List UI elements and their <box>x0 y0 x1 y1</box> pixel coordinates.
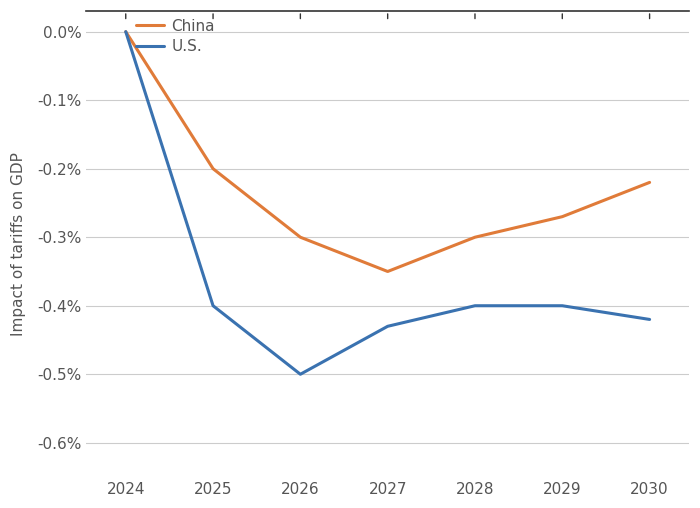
Legend: China, U.S.: China, U.S. <box>136 19 215 54</box>
China <box>209 166 217 172</box>
China <box>296 234 304 240</box>
U.S. <box>384 323 392 329</box>
Y-axis label: Impact of tariffs on GDP: Impact of tariffs on GDP <box>11 152 26 336</box>
China <box>645 179 654 185</box>
China <box>471 234 480 240</box>
U.S. <box>296 371 304 377</box>
U.S. <box>209 303 217 309</box>
Line: U.S.: U.S. <box>126 31 650 374</box>
China <box>558 214 566 220</box>
Line: China: China <box>126 31 650 271</box>
China <box>122 28 130 35</box>
U.S. <box>558 303 566 309</box>
U.S. <box>645 316 654 323</box>
China <box>384 268 392 274</box>
U.S. <box>471 303 480 309</box>
U.S. <box>122 28 130 35</box>
